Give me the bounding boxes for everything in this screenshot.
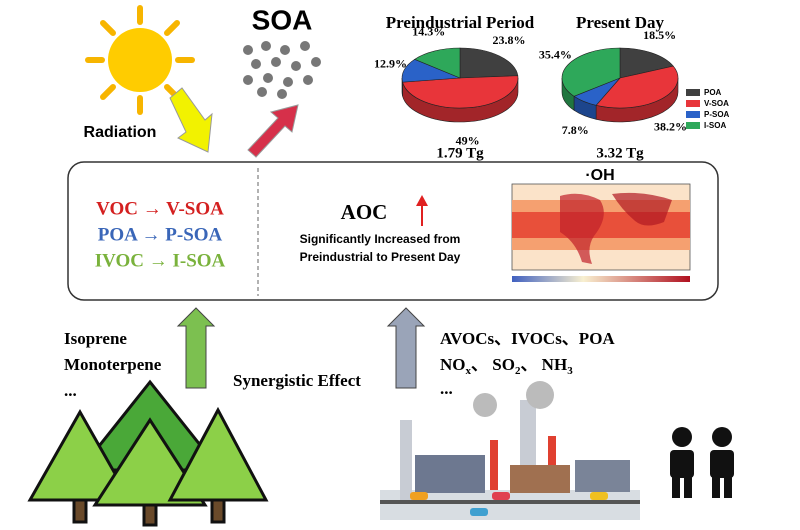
subscript: 3	[567, 365, 573, 377]
aoc-title: AOC	[341, 200, 388, 224]
legend-label: P-SOA	[704, 110, 730, 119]
pie-title: Preindustrial Period	[386, 13, 535, 32]
pie-slice	[459, 47, 519, 79]
slice-top	[413, 47, 461, 79]
pathway: VOC → V-SOA	[96, 198, 224, 219]
biogenic-label: Isoprene	[64, 329, 127, 348]
pie-title: Present Day	[576, 13, 664, 32]
soa-particles	[243, 41, 321, 99]
anthropogenic-arrow	[386, 307, 426, 389]
pathway: IVOC → I-SOA	[95, 250, 226, 271]
pie-slice	[619, 47, 674, 79]
anthropogenic-label: AVOCs、IVOCs、POA	[440, 329, 615, 348]
pie-total: 1.79 Tg	[436, 145, 484, 161]
legend-label: V-SOA	[704, 99, 729, 108]
soa-arrow	[247, 104, 299, 158]
soa-label: SOA	[252, 4, 313, 35]
pie-value-label: 23.8%	[492, 33, 525, 47]
pie-value-label: 18.5%	[643, 28, 676, 42]
slice-top	[402, 75, 519, 109]
aoc-text: Significantly Increased from	[300, 232, 461, 246]
legend-label: I-SOA	[704, 121, 726, 130]
pie-value-label: 49%	[456, 133, 480, 147]
synergy-label: Synergistic Effect	[233, 371, 361, 390]
text-part: NO	[440, 355, 466, 374]
anthropogenic-label: ...	[440, 379, 453, 398]
slice-top	[561, 47, 621, 97]
text-part: 、 NH	[520, 355, 567, 374]
pie-value-label: 35.4%	[539, 48, 572, 62]
slice-top	[459, 47, 519, 79]
people	[670, 427, 734, 498]
trees	[27, 379, 269, 527]
pie-value-label: 12.9%	[374, 57, 407, 71]
sun	[85, 5, 195, 115]
pie-value-label: 38.2%	[654, 119, 687, 133]
radiation-arrow	[169, 87, 213, 153]
pathway: POA → P-SOA	[98, 224, 223, 245]
biogenic-label: Monoterpene	[64, 355, 162, 374]
biogenic-arrow	[176, 307, 216, 389]
legend-swatch	[686, 122, 700, 129]
main-box	[67, 161, 719, 301]
pie-value-label: 14.3%	[412, 25, 445, 39]
legend-swatch	[686, 89, 700, 96]
radiation-label: Radiation	[84, 124, 157, 141]
legend-swatch	[686, 100, 700, 107]
map-title: ·OH	[585, 167, 614, 184]
subscript: 2	[515, 365, 521, 377]
biogenic-label: ...	[64, 381, 77, 400]
oh-map	[511, 183, 691, 282]
slice-top	[595, 65, 679, 109]
legend-swatch	[686, 111, 700, 118]
anthropogenic-label: NOx、 SO2、 NH3	[440, 355, 573, 377]
subscript: x	[466, 365, 472, 377]
text-part: 、 SO	[471, 355, 515, 374]
aoc-text: Preindustrial to Present Day	[300, 250, 461, 264]
pie-value-label: 7.8%	[562, 123, 589, 137]
pie-slice	[402, 75, 519, 123]
legend-label: POA	[704, 88, 722, 97]
pie-slice	[561, 47, 621, 111]
slice-top	[619, 47, 674, 79]
pie-total: 3.32 Tg	[596, 145, 644, 161]
factory	[380, 381, 640, 520]
pie-slice	[413, 47, 461, 79]
increase-arrowhead	[416, 195, 428, 206]
